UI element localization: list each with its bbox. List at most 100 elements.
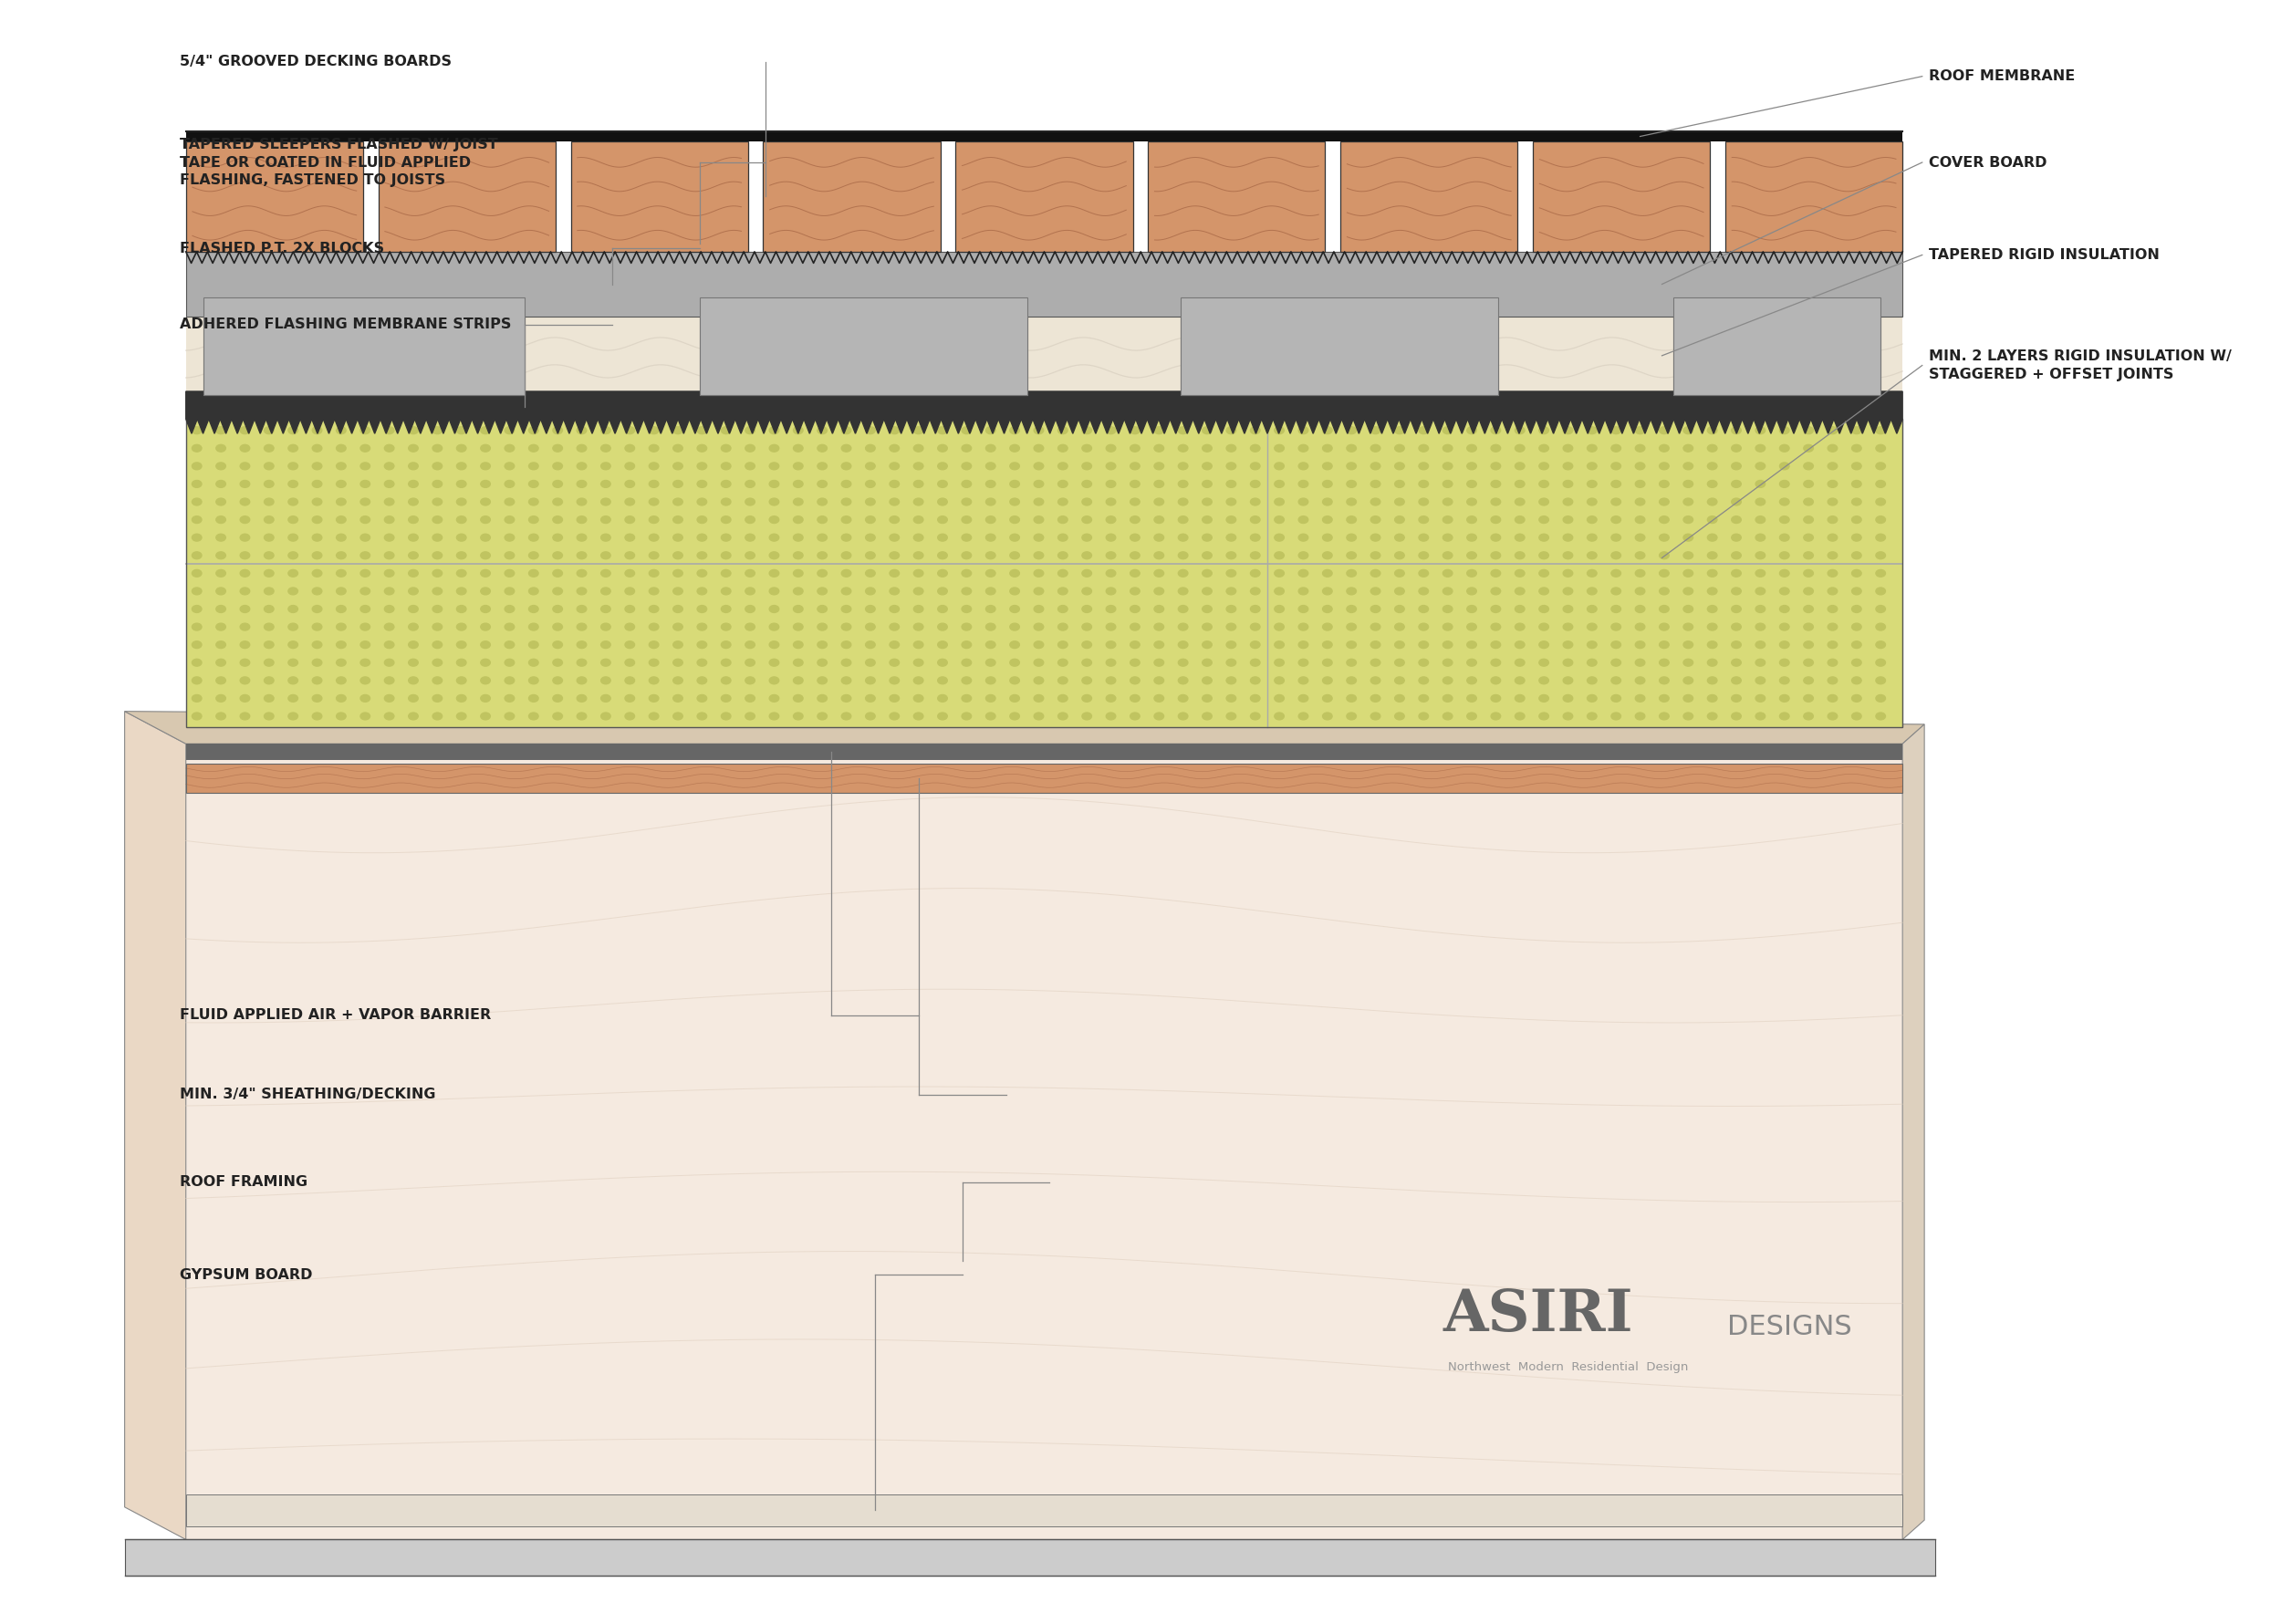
Circle shape: [1033, 570, 1042, 577]
Circle shape: [1515, 606, 1524, 612]
Circle shape: [360, 445, 370, 451]
Circle shape: [937, 534, 947, 541]
Circle shape: [1588, 659, 1597, 666]
Circle shape: [1033, 659, 1042, 666]
Circle shape: [287, 713, 299, 719]
Circle shape: [1875, 534, 1886, 541]
Circle shape: [1323, 624, 1332, 630]
Circle shape: [1756, 534, 1765, 541]
Circle shape: [1419, 463, 1428, 469]
Circle shape: [794, 552, 803, 559]
Circle shape: [1515, 445, 1524, 451]
Circle shape: [1106, 516, 1115, 523]
Text: Northwest  Modern  Residential  Design: Northwest Modern Residential Design: [1448, 1361, 1688, 1374]
Circle shape: [1227, 427, 1236, 434]
Circle shape: [1227, 677, 1236, 684]
Circle shape: [529, 552, 538, 559]
Circle shape: [1467, 713, 1476, 719]
Circle shape: [1731, 606, 1740, 612]
Circle shape: [600, 481, 611, 487]
Circle shape: [265, 588, 274, 594]
Polygon shape: [1902, 724, 1925, 1540]
Circle shape: [1540, 677, 1549, 684]
Circle shape: [1154, 481, 1163, 487]
Text: COVER BOARD: COVER BOARD: [1930, 156, 2046, 169]
Text: ROOF FRAMING: ROOF FRAMING: [180, 1176, 308, 1189]
Circle shape: [1010, 463, 1020, 469]
Circle shape: [817, 588, 828, 594]
Circle shape: [1731, 534, 1740, 541]
Text: MIN. 3/4" SHEATHING/DECKING: MIN. 3/4" SHEATHING/DECKING: [180, 1088, 436, 1101]
Circle shape: [963, 624, 972, 630]
Circle shape: [385, 463, 395, 469]
Circle shape: [1562, 713, 1572, 719]
Circle shape: [1394, 570, 1405, 577]
Circle shape: [1227, 588, 1236, 594]
Circle shape: [1419, 552, 1428, 559]
Circle shape: [1346, 427, 1357, 434]
Circle shape: [890, 713, 899, 719]
Circle shape: [1081, 516, 1093, 523]
Circle shape: [890, 463, 899, 469]
Circle shape: [769, 499, 778, 505]
Circle shape: [360, 481, 370, 487]
Circle shape: [1323, 552, 1332, 559]
Circle shape: [1058, 552, 1068, 559]
Circle shape: [1371, 463, 1380, 469]
Circle shape: [1202, 606, 1211, 612]
Polygon shape: [185, 391, 1902, 434]
Circle shape: [1202, 570, 1211, 577]
Circle shape: [265, 624, 274, 630]
Circle shape: [1588, 606, 1597, 612]
Circle shape: [240, 516, 249, 523]
Circle shape: [1708, 606, 1718, 612]
Circle shape: [265, 606, 274, 612]
Circle shape: [915, 552, 924, 559]
Circle shape: [1827, 695, 1836, 702]
Circle shape: [456, 534, 465, 541]
Circle shape: [408, 463, 417, 469]
Circle shape: [769, 588, 778, 594]
Circle shape: [1540, 534, 1549, 541]
Circle shape: [1419, 445, 1428, 451]
Circle shape: [1852, 570, 1861, 577]
Circle shape: [192, 463, 201, 469]
Circle shape: [1275, 445, 1284, 451]
Circle shape: [1227, 695, 1236, 702]
Circle shape: [1394, 516, 1405, 523]
Circle shape: [1827, 713, 1836, 719]
Circle shape: [1250, 713, 1259, 719]
Circle shape: [721, 463, 730, 469]
Circle shape: [456, 606, 465, 612]
Circle shape: [1467, 534, 1476, 541]
Circle shape: [312, 606, 322, 612]
Circle shape: [1756, 624, 1765, 630]
Circle shape: [552, 516, 563, 523]
Circle shape: [1827, 463, 1836, 469]
Circle shape: [287, 570, 299, 577]
Circle shape: [335, 677, 347, 684]
Circle shape: [1658, 659, 1670, 666]
Circle shape: [1179, 534, 1188, 541]
Circle shape: [1129, 713, 1140, 719]
Circle shape: [481, 713, 490, 719]
Circle shape: [1610, 534, 1622, 541]
Circle shape: [1298, 624, 1307, 630]
Circle shape: [1058, 713, 1068, 719]
Circle shape: [408, 427, 417, 434]
Circle shape: [769, 570, 778, 577]
Circle shape: [1371, 713, 1380, 719]
Circle shape: [842, 624, 851, 630]
Circle shape: [937, 445, 947, 451]
Circle shape: [1875, 463, 1886, 469]
Circle shape: [1275, 606, 1284, 612]
Bar: [1147, 141, 1325, 252]
Circle shape: [1444, 445, 1453, 451]
Circle shape: [504, 570, 513, 577]
Circle shape: [1540, 463, 1549, 469]
Circle shape: [408, 588, 417, 594]
Circle shape: [842, 445, 851, 451]
Circle shape: [1323, 481, 1332, 487]
Circle shape: [698, 427, 707, 434]
Circle shape: [1129, 695, 1140, 702]
